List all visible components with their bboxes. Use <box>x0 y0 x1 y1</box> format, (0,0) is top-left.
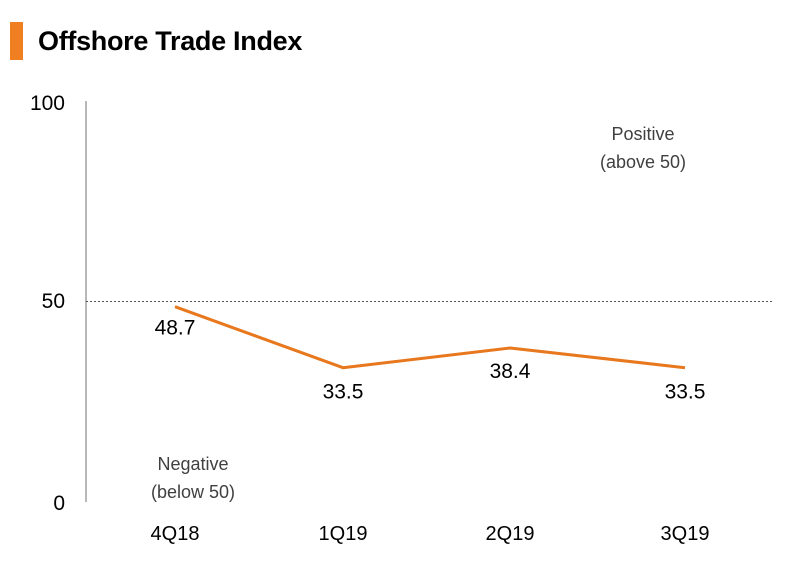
x-tick-label-4q18: 4Q18 <box>151 523 200 545</box>
title-accent-bar <box>10 22 23 60</box>
y-tick-label-100: 100 <box>30 92 65 115</box>
x-tick-label-1q19: 1Q19 <box>319 523 368 545</box>
annotation-positive-line2: (above 50) <box>600 152 686 172</box>
x-tick-label-3q19: 3Q19 <box>661 523 710 545</box>
annotation-negative-line2: (below 50) <box>151 482 235 502</box>
data-label-2q19: 38.4 <box>490 360 531 383</box>
chart-title: Offshore Trade Index <box>38 26 303 56</box>
y-tick-label-50: 50 <box>42 290 65 313</box>
data-label-3q19: 33.5 <box>665 381 706 404</box>
data-label-4q18: 48.7 <box>155 317 196 340</box>
data-label-1q19: 33.5 <box>323 381 364 404</box>
x-tick-label-2q19: 2Q19 <box>486 523 535 545</box>
annotation-negative-line1: Negative <box>157 454 228 474</box>
annotation-positive-line1: Positive <box>611 124 674 144</box>
y-tick-label-0: 0 <box>53 492 65 515</box>
series-line <box>174 305 686 370</box>
